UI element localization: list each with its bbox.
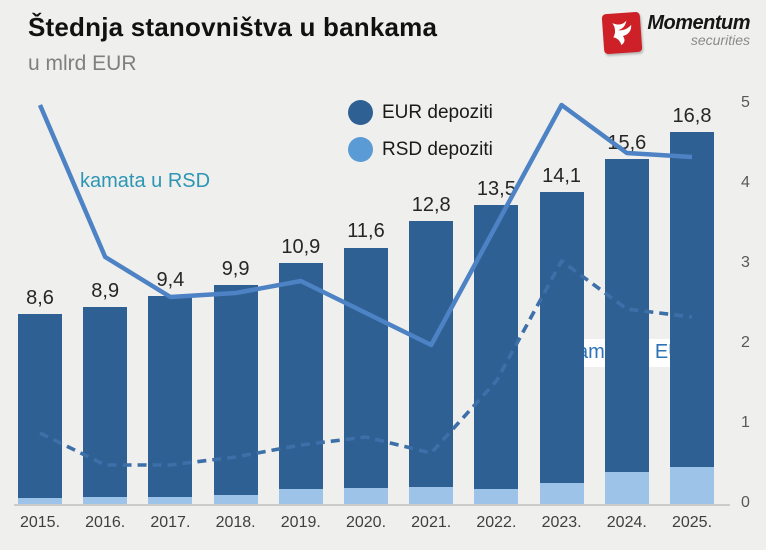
right-axis-tick: 3 — [741, 254, 750, 271]
bar-segment-eur — [83, 307, 128, 498]
x-axis-label: 2015. — [19, 514, 61, 531]
x-axis-label: 2023. — [541, 514, 582, 531]
x-axis-label: 2021. — [411, 514, 452, 531]
bar-segment-eur — [670, 132, 714, 468]
right-axis-tick: 1 — [741, 414, 750, 431]
bar-segment-eur — [344, 247, 388, 489]
bar-value-label: 8,9 — [91, 280, 120, 303]
legend-item-rsd: RSD depoziti — [348, 131, 493, 168]
x-axis-label: 2017. — [150, 514, 191, 531]
logo-brand: Momentum — [647, 12, 750, 34]
x-axis-label: 2020. — [345, 514, 387, 531]
x-axis-label: 2019. — [280, 514, 321, 531]
right-axis-tick: 2 — [741, 334, 750, 351]
x-axis-label: 2024. — [606, 514, 647, 531]
eur-depoziti-swatch-icon — [348, 100, 373, 125]
x-axis-label: 2022. — [476, 514, 517, 531]
bar-segment-eur — [604, 158, 649, 472]
right-axis-tick: 0 — [741, 494, 750, 511]
bar-segment-rsd — [213, 495, 258, 505]
bar-segment-eur — [539, 192, 584, 483]
bar-segment-eur — [148, 296, 193, 498]
x-axis-label: 2025. — [671, 514, 713, 531]
bar-segment-eur — [18, 314, 62, 499]
bar-segment-rsd — [278, 489, 323, 505]
bar-segment-rsd — [604, 471, 649, 505]
bar-segment-rsd — [409, 487, 454, 505]
bull-icon — [601, 11, 643, 55]
bar-value-label: 9,9 — [221, 258, 250, 281]
right-axis-tick: 4 — [741, 174, 750, 191]
bar-value-label: 8,6 — [26, 287, 54, 310]
legend-label-rsd: RSD depoziti — [382, 138, 493, 160]
bar-segment-eur — [213, 285, 258, 496]
bar-value-label: 14,1 — [542, 164, 582, 187]
bar-segment-rsd — [539, 482, 584, 505]
logo-brand-sub: securities — [690, 32, 750, 48]
bar-value-label: 12,8 — [411, 193, 451, 216]
x-axis-label: 2018. — [215, 514, 256, 531]
rsd-depoziti-swatch-icon — [348, 137, 373, 162]
bar-segment-eur — [278, 263, 323, 490]
bar-segment-rsd — [670, 467, 714, 505]
x-axis-line — [14, 504, 730, 506]
bar-segment-rsd — [18, 498, 62, 505]
legend-item-eur: EUR depoziti — [348, 94, 493, 131]
chart-subtitle: u mlrd EUR — [28, 52, 137, 75]
x-axis-label: 2016. — [85, 514, 126, 531]
momentum-logo: Momentum securities — [601, 11, 750, 55]
legend-label-eur: EUR depoziti — [382, 101, 493, 123]
rsd-line-label: kamata u RSD — [80, 170, 211, 192]
bar-segment-eur — [474, 205, 519, 490]
bar-segment-rsd — [344, 488, 388, 505]
bar-segment-rsd — [474, 489, 519, 505]
bar-value-label: 11,6 — [347, 220, 385, 243]
page-title: Štednja stanovništva u bankama — [28, 12, 438, 42]
bar-segment-eur — [409, 220, 454, 488]
bar-value-label: 15,6 — [607, 131, 647, 154]
bar-value-label: 9,4 — [156, 269, 185, 292]
bar-segment-rsd — [83, 497, 128, 505]
logo-text: Momentum securities — [647, 13, 750, 47]
bar-segment-rsd — [148, 497, 193, 505]
right-axis-tick: 5 — [741, 94, 750, 111]
bar-value-label: 10,9 — [281, 236, 321, 259]
chart-legend: EUR depoziti RSD depoziti — [348, 94, 493, 168]
bar-value-label: 13,5 — [476, 178, 516, 201]
bar-value-label: 16,8 — [672, 105, 712, 128]
